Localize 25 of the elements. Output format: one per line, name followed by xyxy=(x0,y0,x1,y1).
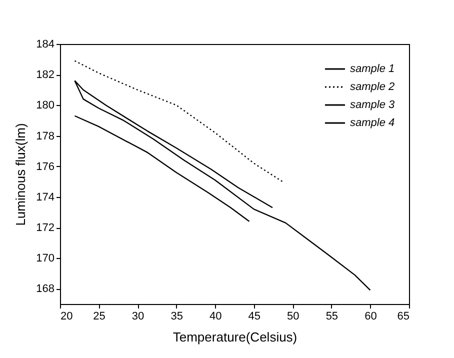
x-tick-label: 60 xyxy=(364,310,377,322)
legend-label: sample 4 xyxy=(350,117,395,129)
y-tick-label: 180 xyxy=(36,100,54,112)
y-tick-label: 172 xyxy=(36,222,54,234)
x-tick-label: 65 xyxy=(397,310,410,322)
y-tick-label: 184 xyxy=(36,38,54,50)
y-tick-label: 176 xyxy=(36,160,54,173)
y-tick-label: 178 xyxy=(36,130,54,142)
y-axis-title: Luminous flux(lm) xyxy=(13,123,28,226)
x-tick-label: 20 xyxy=(60,310,73,322)
x-axis-title: Temperature(Celsius) xyxy=(172,330,298,344)
x-tick-label: 40 xyxy=(209,310,222,322)
x-tick-label: 45 xyxy=(248,310,261,322)
y-tick-label: 170 xyxy=(36,252,54,265)
y-tick-label: 174 xyxy=(36,191,54,204)
x-tick-label: 55 xyxy=(326,310,338,322)
y-tick-label: 168 xyxy=(36,283,54,296)
x-tick-label: 25 xyxy=(93,310,106,322)
legend-label: sample 2 xyxy=(350,81,395,93)
legend-label: sample 1 xyxy=(350,63,395,75)
x-tick-label: 30 xyxy=(132,310,144,322)
x-tick-label: 35 xyxy=(170,310,183,322)
x-tick-label: 50 xyxy=(287,310,300,322)
y-tick-label: 182 xyxy=(36,69,54,82)
legend-label: sample 3 xyxy=(350,99,396,111)
